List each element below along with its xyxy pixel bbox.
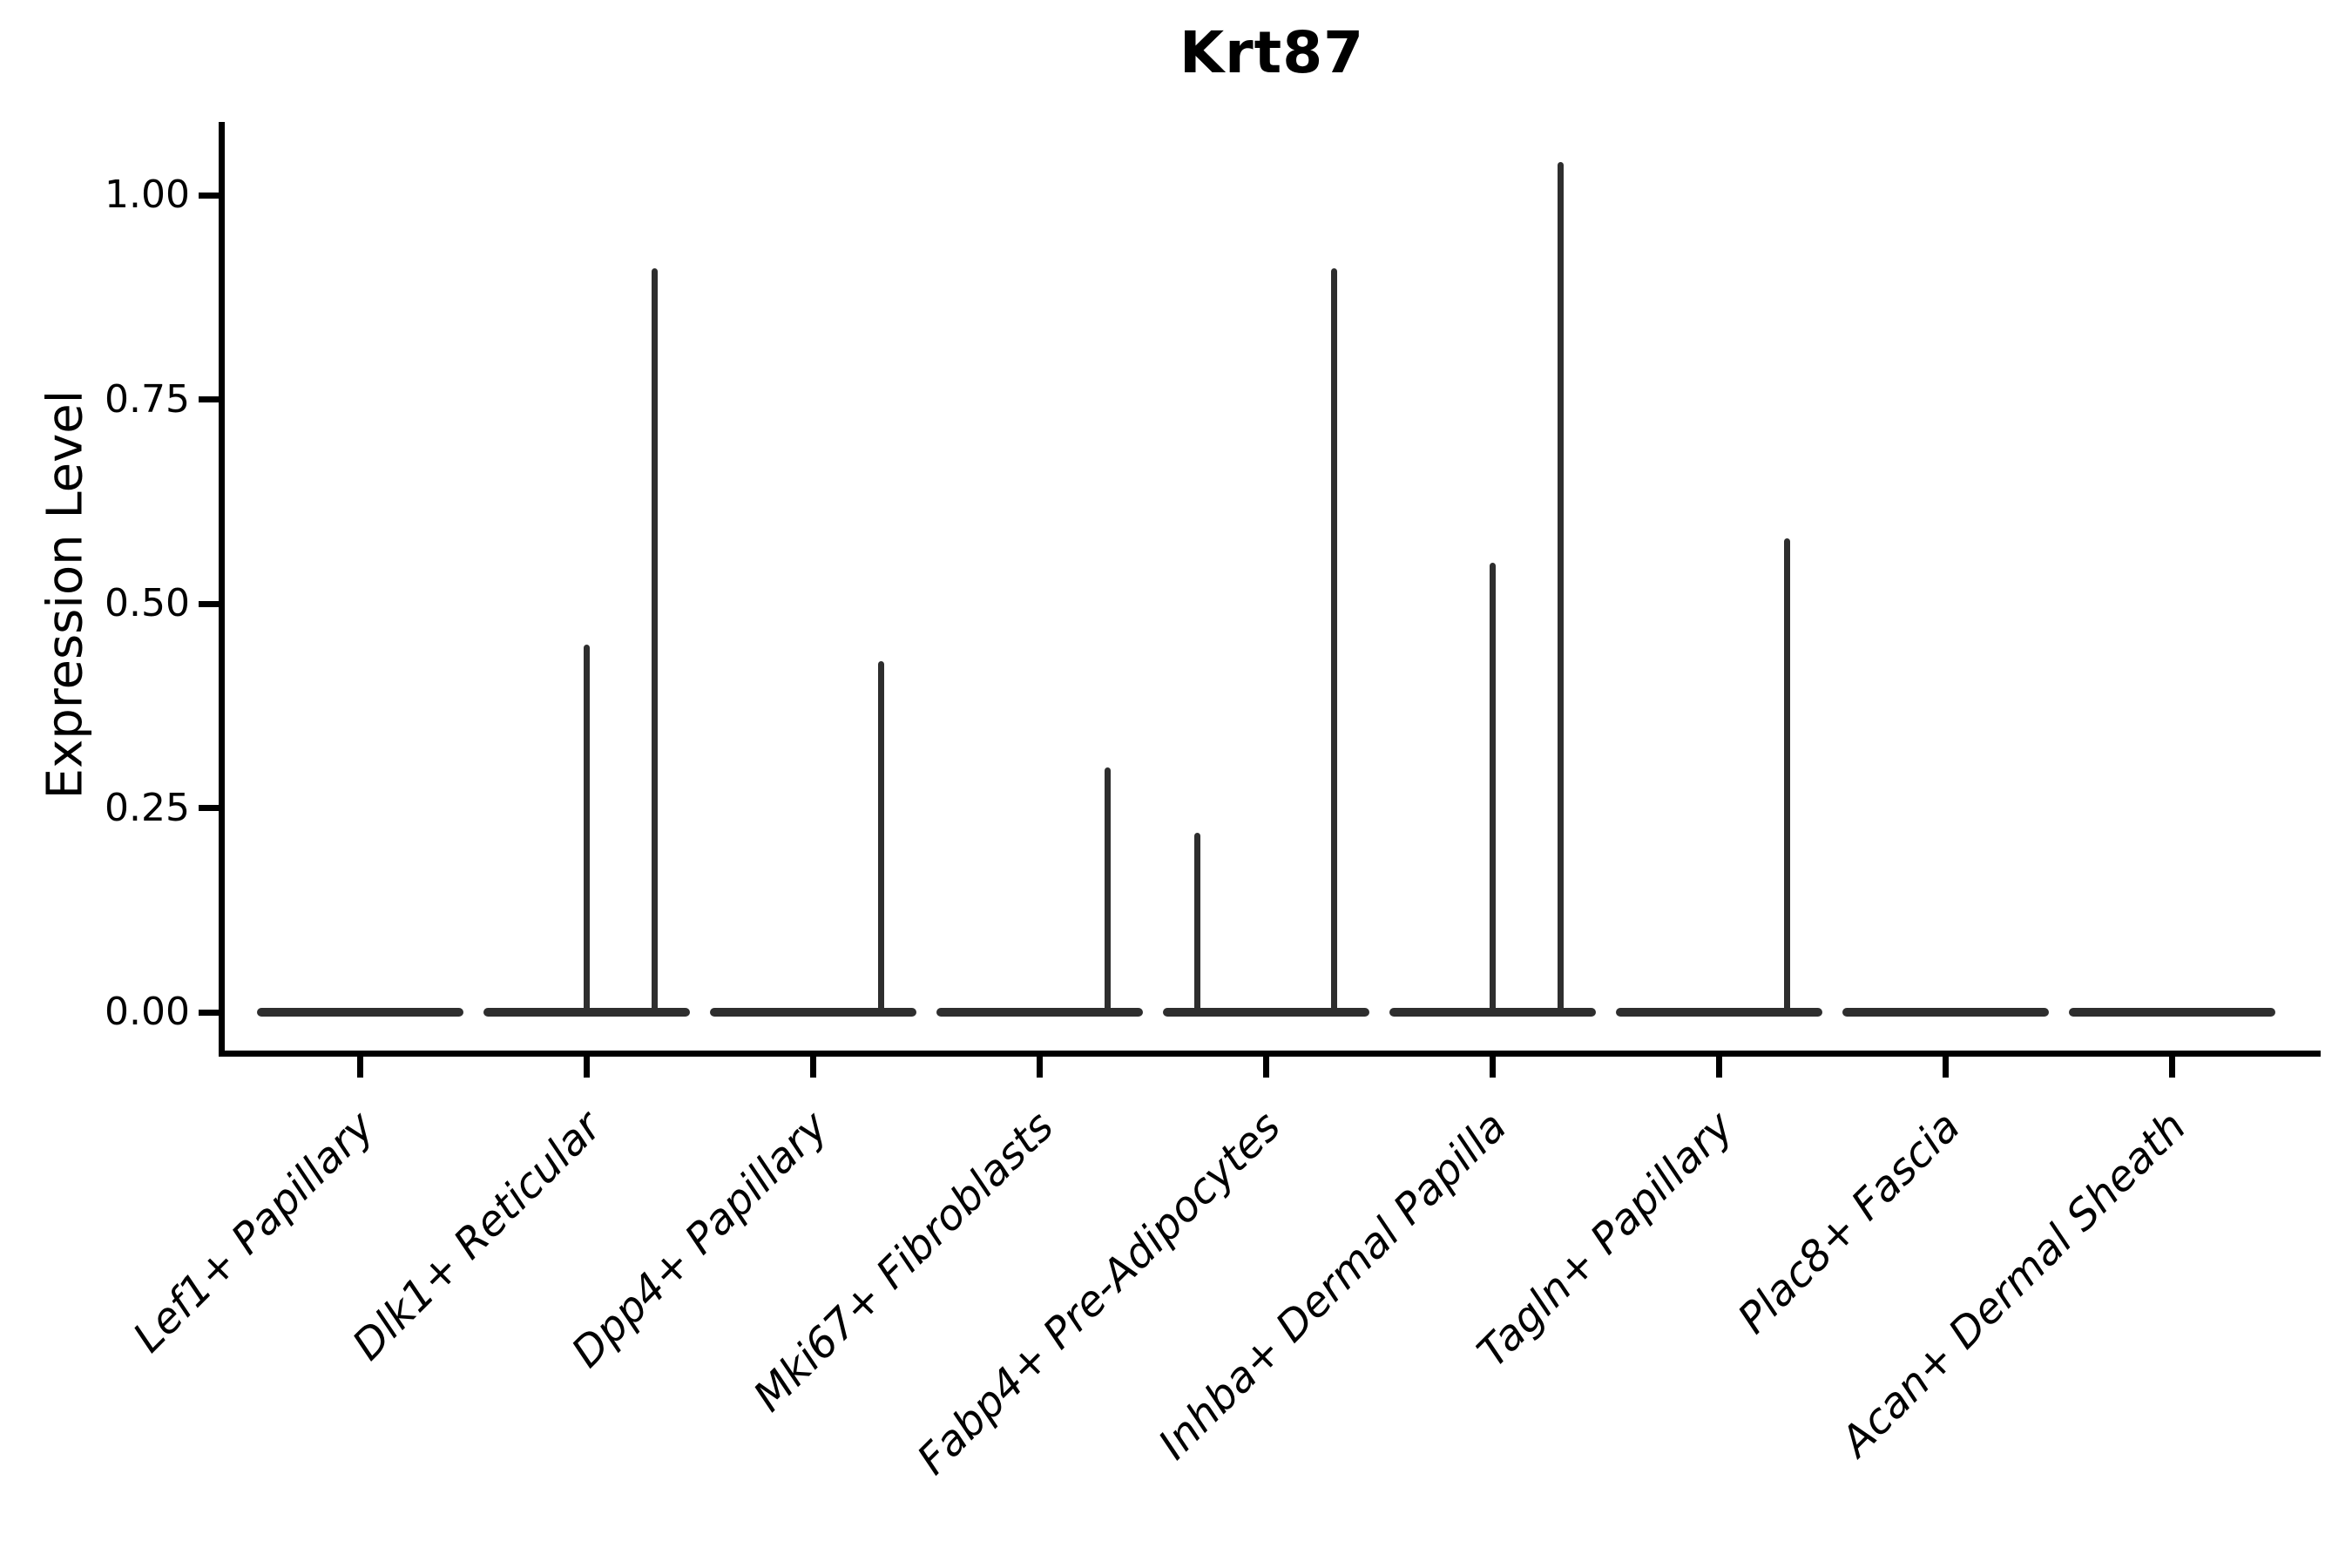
violin-spike (1784, 537, 1790, 1012)
x-tick-mark (1036, 1057, 1043, 1078)
violin-baseline (483, 1008, 690, 1017)
y-tick-mark (199, 1009, 219, 1016)
x-axis-spine (219, 1051, 2321, 1057)
x-tick-label: Dlk1+ Reticular (342, 1102, 611, 1370)
violin-baseline (1615, 1008, 1822, 1017)
x-tick-label: Plac8+ Fascia (1728, 1102, 1970, 1343)
violin-spike (1194, 832, 1200, 1012)
x-tick-label: Dpp4+ Papillary (562, 1102, 837, 1377)
violin-spike (652, 268, 658, 1012)
violin-baseline (1842, 1008, 2049, 1017)
y-axis-spine (219, 122, 225, 1057)
violin-spike (1331, 268, 1337, 1012)
x-tick-label: Tagln+ Papillary (1468, 1102, 1743, 1377)
y-tick-label: 0.50 (105, 581, 190, 625)
x-tick-mark (356, 1057, 363, 1078)
violin-spike (1105, 767, 1111, 1012)
x-tick-label: Lef1+ Papillary (124, 1102, 384, 1362)
x-tick-mark (1262, 1057, 1269, 1078)
violin-baseline (709, 1008, 916, 1017)
violin-spike (1489, 563, 1496, 1012)
y-tick-mark (199, 192, 219, 199)
violin-baseline (1389, 1008, 1596, 1017)
violin-baseline (936, 1008, 1143, 1017)
violin-spike (1558, 162, 1564, 1012)
violin-baseline (256, 1008, 463, 1017)
y-tick-label: 0.00 (105, 990, 190, 1034)
x-tick-mark (1489, 1057, 1496, 1078)
violin-baseline (2068, 1008, 2275, 1017)
y-tick-label: 0.75 (105, 376, 190, 422)
x-tick-mark (809, 1057, 816, 1078)
x-tick-mark (2168, 1057, 2175, 1078)
x-tick-label: Fabp4+ Pre-Adipocytes (908, 1102, 1290, 1484)
x-tick-mark (1715, 1057, 1722, 1078)
x-tick-mark (583, 1057, 590, 1078)
y-tick-label: 1.00 (105, 172, 190, 217)
y-tick-mark (199, 396, 219, 402)
violin-spike (878, 660, 884, 1012)
violin-baseline (1162, 1008, 1369, 1017)
violin-spike (583, 644, 590, 1012)
y-tick-mark (199, 600, 219, 607)
y-tick-label: 0.25 (105, 785, 190, 830)
plot-title: Krt87 (1179, 19, 1365, 86)
x-tick-mark (1942, 1057, 1949, 1078)
y-tick-mark (199, 805, 219, 811)
